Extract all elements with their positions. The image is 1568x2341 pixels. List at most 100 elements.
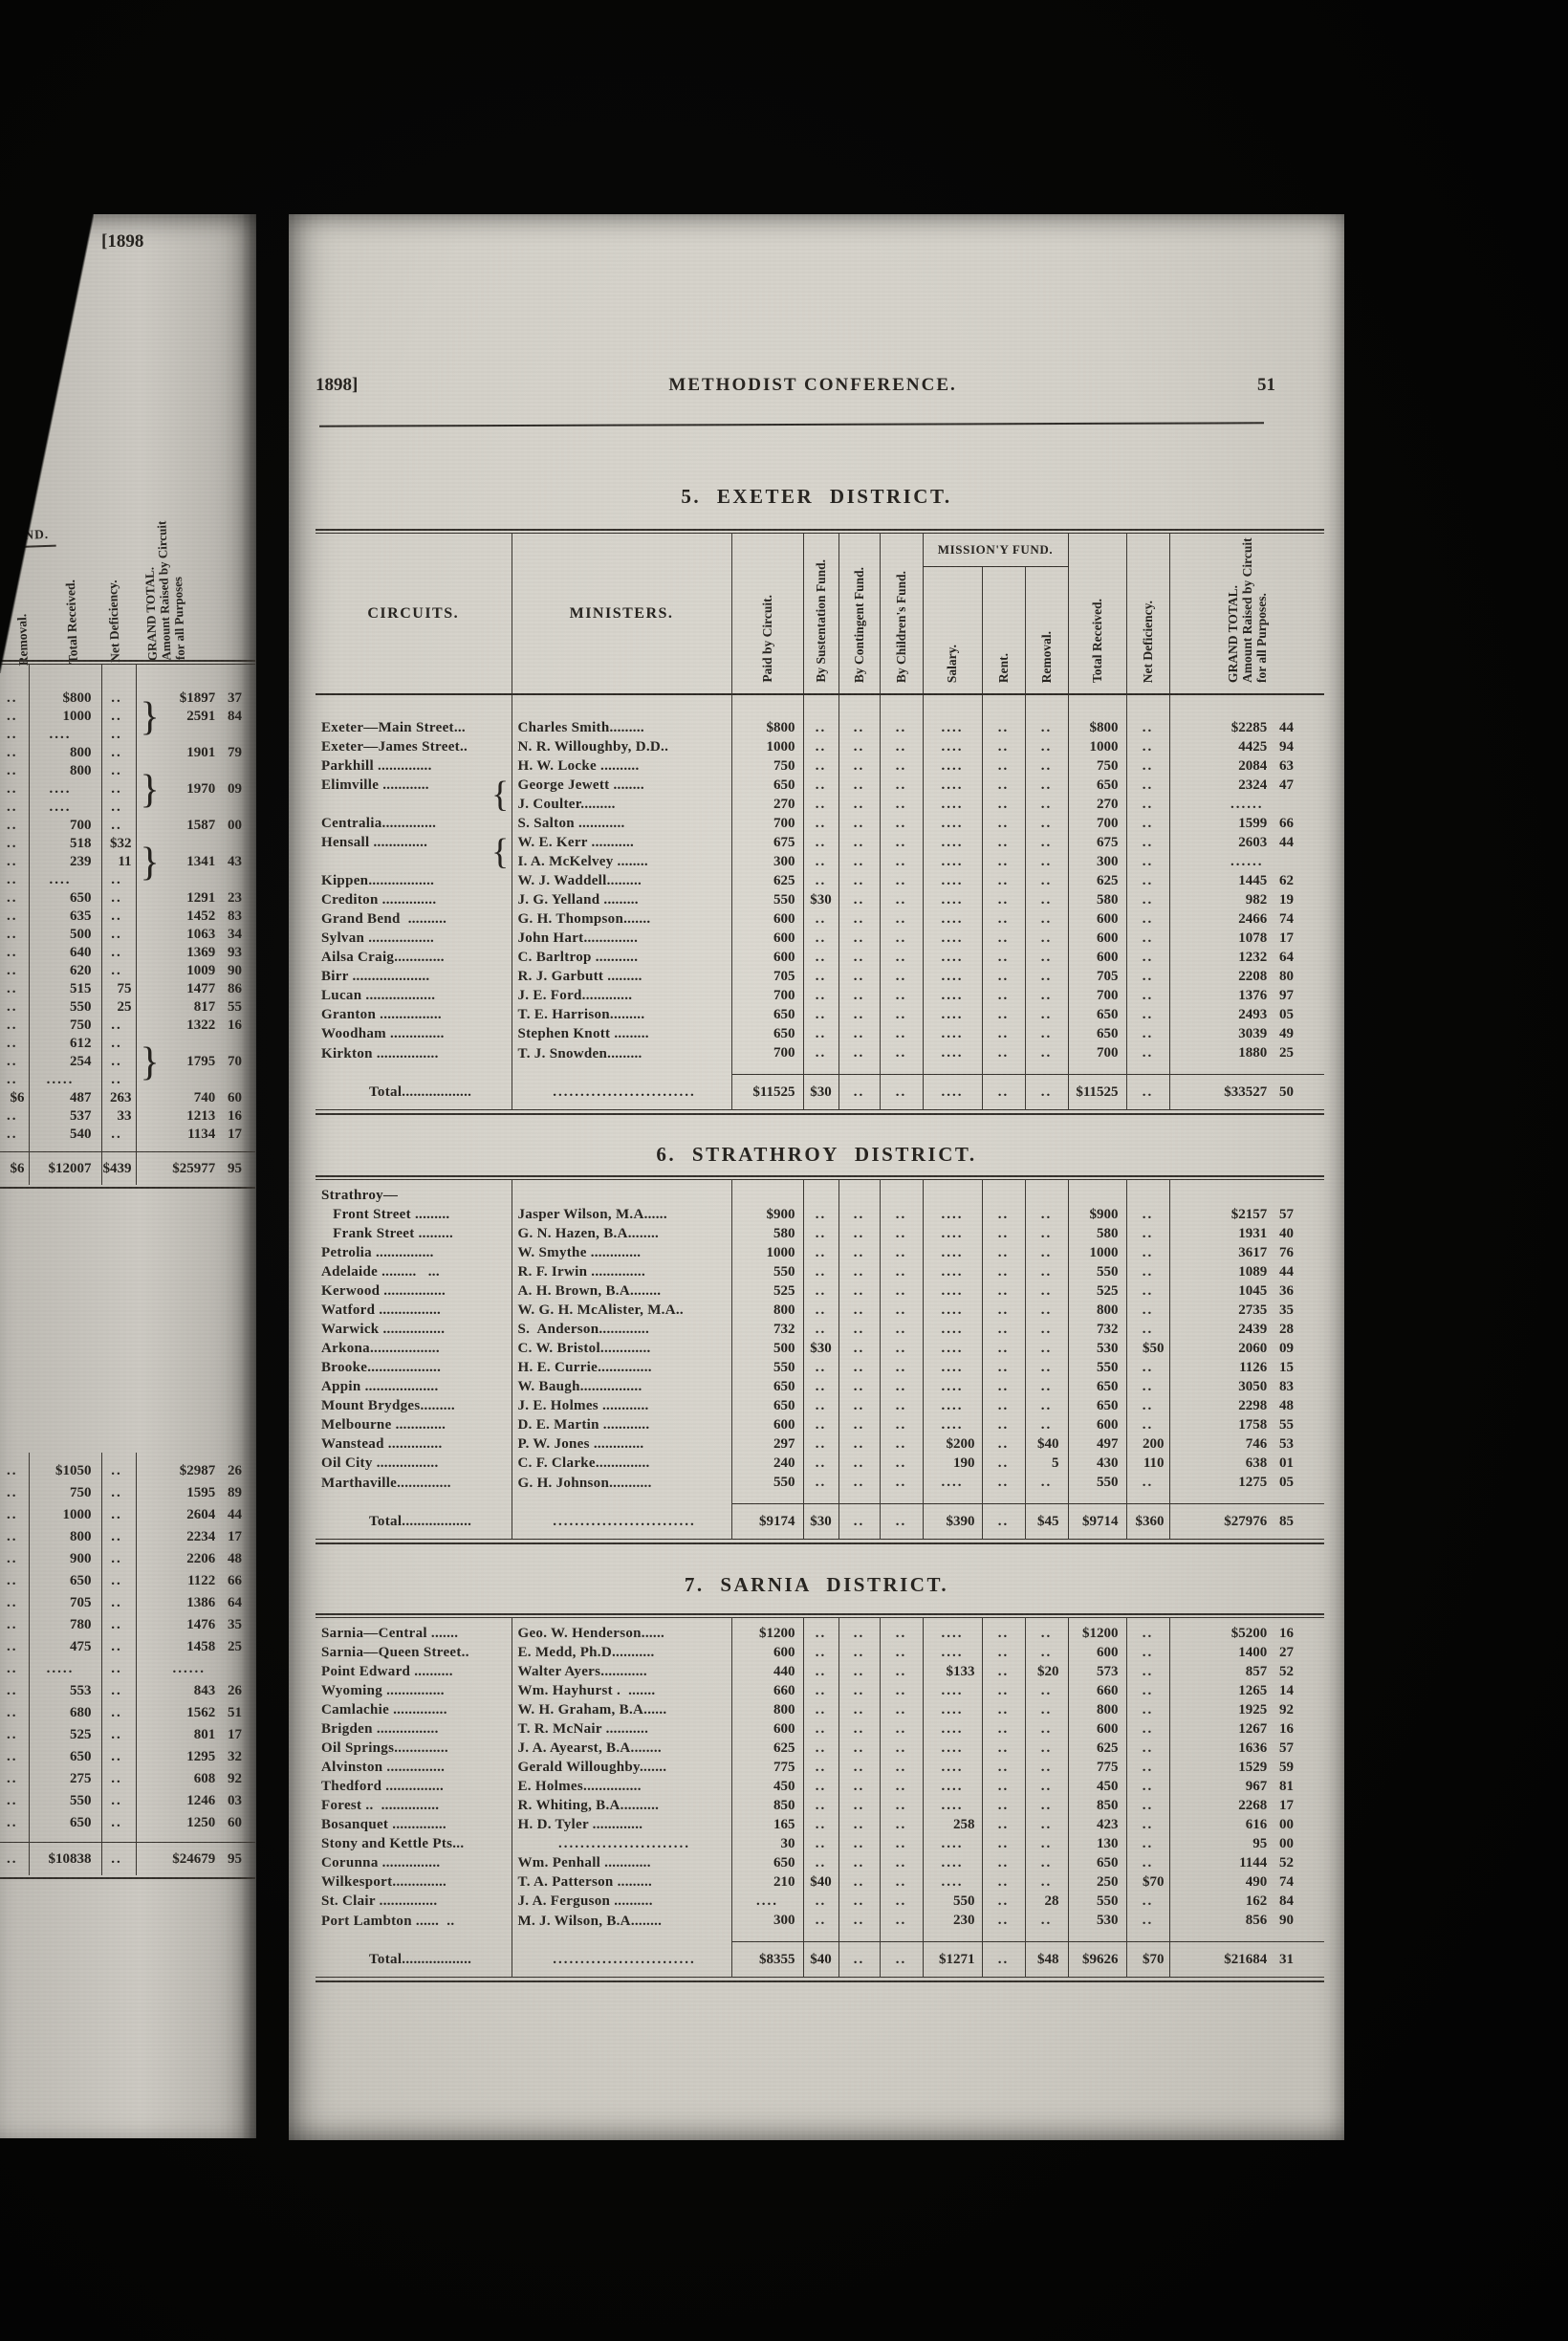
cell-circuit: Adelaide ......... ...	[321, 1264, 440, 1280]
cell-removal: ..	[1024, 737, 1069, 756]
cell-paid: ....	[730, 1892, 803, 1911]
cell-cont: ..	[838, 814, 880, 833]
cell-rent: ..	[981, 1434, 1025, 1454]
cell-sust: ..	[802, 1777, 838, 1796]
cell-received: 530	[1067, 1911, 1126, 1942]
cell-deficiency: 263	[100, 1089, 136, 1107]
cell-child: ..	[879, 737, 923, 756]
cell-circuit: Sarnia—Central .......	[321, 1626, 459, 1641]
cell-grand: 2466 74	[1168, 909, 1325, 929]
cell-deficiency: ..	[100, 1548, 136, 1570]
cell-received: 800	[28, 1526, 101, 1548]
cell-sust: ..	[802, 1043, 838, 1075]
cell-removal: ..	[1024, 1205, 1068, 1224]
cell-removal: ..	[7, 854, 18, 869]
cell-sust: ..	[802, 1320, 838, 1339]
cell-child: ..	[879, 948, 923, 967]
cell-rent: ..	[981, 1377, 1025, 1396]
cell-received: 450	[1067, 1777, 1126, 1796]
cell-paid: 700	[730, 986, 803, 1005]
rotated-label: By Sustentation Fund.	[813, 559, 828, 683]
cell-received: 600	[1067, 929, 1127, 948]
cell-child: ..	[879, 909, 923, 929]
cell-grand	[135, 835, 255, 853]
cell-deficiency: ..	[100, 871, 136, 889]
cell-deficiency: ..	[100, 1746, 136, 1768]
cell-grand: 1925 92	[1168, 1700, 1324, 1719]
cell-salary: ....	[922, 909, 982, 929]
cell-cont: ..	[838, 948, 880, 967]
table-row: Crediton .............. J. G. Yelland ...…	[316, 890, 1325, 909]
cell-minister: R. J. Garbutt .........	[511, 967, 731, 986]
cell-rent: ..	[981, 1243, 1025, 1262]
cell-deficiency: ..	[1125, 1911, 1169, 1942]
table-row: Port Lambton ...... .. M. J. Wilson, B.A.…	[316, 1911, 1324, 1942]
cell-grand: 2324 47	[1168, 776, 1325, 795]
cell-child: ..	[879, 1320, 923, 1339]
cell-deficiency: ..	[100, 1126, 136, 1152]
table-row: .. 518 $32	[0, 835, 255, 853]
total-row: Total...................................…	[316, 1074, 1325, 1110]
cell-removal: ..	[7, 1127, 18, 1142]
table-row: .. 540.. 1134 17	[0, 1126, 255, 1152]
cell-circuit: Kippen.................	[321, 873, 435, 888]
table-row: Camlachie .............. W. H. Graham, B.…	[316, 1700, 1324, 1719]
col-header-childrens-fund: By Children's Fund.	[879, 533, 923, 695]
cell-cont: ..	[838, 1911, 880, 1942]
cell-removal: ..	[1024, 795, 1069, 814]
cell-deficiency: $70	[1125, 1872, 1169, 1892]
cell-paid: 580	[730, 1224, 803, 1243]
cell-received: 850	[1067, 1796, 1126, 1815]
cell-deficiency: $32	[100, 835, 136, 853]
cell-rent: ..	[981, 1024, 1025, 1043]
cell-grand: 1529 59	[1168, 1758, 1324, 1777]
total-cell-received: $9714	[1067, 1503, 1126, 1540]
cell-salary: 230	[922, 1911, 982, 1942]
cell-grand: 1931 40	[1168, 1224, 1324, 1243]
cell-cont: ..	[838, 1643, 880, 1662]
cell-grand: 1758 55	[1168, 1415, 1324, 1434]
cell-grand: 1595 89	[135, 1482, 255, 1504]
table-row: .. 254..} 1795 70	[0, 1042, 255, 1083]
cell-sust: ..	[802, 1396, 838, 1415]
cell-child: ..	[879, 1834, 923, 1853]
cell-circuit: Watford ................	[321, 1302, 442, 1318]
cell-removal: ..	[1024, 1043, 1069, 1075]
cell-deficiency	[1125, 1179, 1169, 1205]
cell-sust: $40	[802, 1872, 838, 1892]
district-table: CIRCUITS. MINISTERS. Paid by Circuit. By…	[316, 533, 1325, 1110]
cell-grand: 746 53	[1168, 1434, 1324, 1454]
cell-received: 700	[28, 817, 101, 835]
cell-salary: ....	[922, 871, 982, 890]
table-row: .. 525.. 801 17	[0, 1724, 255, 1746]
cell-paid: 800	[730, 1700, 803, 1719]
cell-received: 650	[28, 1746, 101, 1768]
total-cell-rent: ..	[981, 1503, 1025, 1540]
cell-cont: ..	[838, 694, 880, 737]
cell-removal: ..	[7, 727, 18, 742]
cell-received: 130	[1067, 1834, 1126, 1853]
cell-rent: ..	[981, 1281, 1025, 1301]
cell-cont	[838, 1179, 880, 1205]
cell-salary: ....	[922, 814, 982, 833]
cell-received: $1050	[28, 1453, 101, 1482]
cell-child: ..	[879, 1396, 923, 1415]
cell-grand: 843 26	[135, 1680, 255, 1702]
cell-cont: ..	[838, 1777, 880, 1796]
left-table-upper: .. $800.. $1897 37.. 1000..} 2591 84........…	[0, 660, 255, 1189]
cell-deficiency: ..	[100, 1812, 136, 1843]
cell-removal: ..	[7, 1771, 18, 1786]
cell-removal: ..	[7, 836, 18, 851]
cell-rent: ..	[981, 1911, 1025, 1942]
cell-grand: 638 01	[1168, 1454, 1324, 1473]
total-cell-received: $9626	[1067, 1941, 1126, 1978]
total-cell-grand: $21684 31	[1168, 1941, 1324, 1978]
cell-grand: 2060 09	[1168, 1339, 1324, 1358]
cell-rent: ..	[981, 1853, 1025, 1872]
cell-child: ..	[879, 1224, 923, 1243]
cell-sust: ..	[802, 871, 838, 890]
cell-grand: 1250 60	[135, 1812, 255, 1843]
cell-received: 518	[28, 835, 101, 853]
table-row: .. 680.. 1562 51	[0, 1702, 255, 1724]
cell-minister	[511, 1179, 731, 1205]
